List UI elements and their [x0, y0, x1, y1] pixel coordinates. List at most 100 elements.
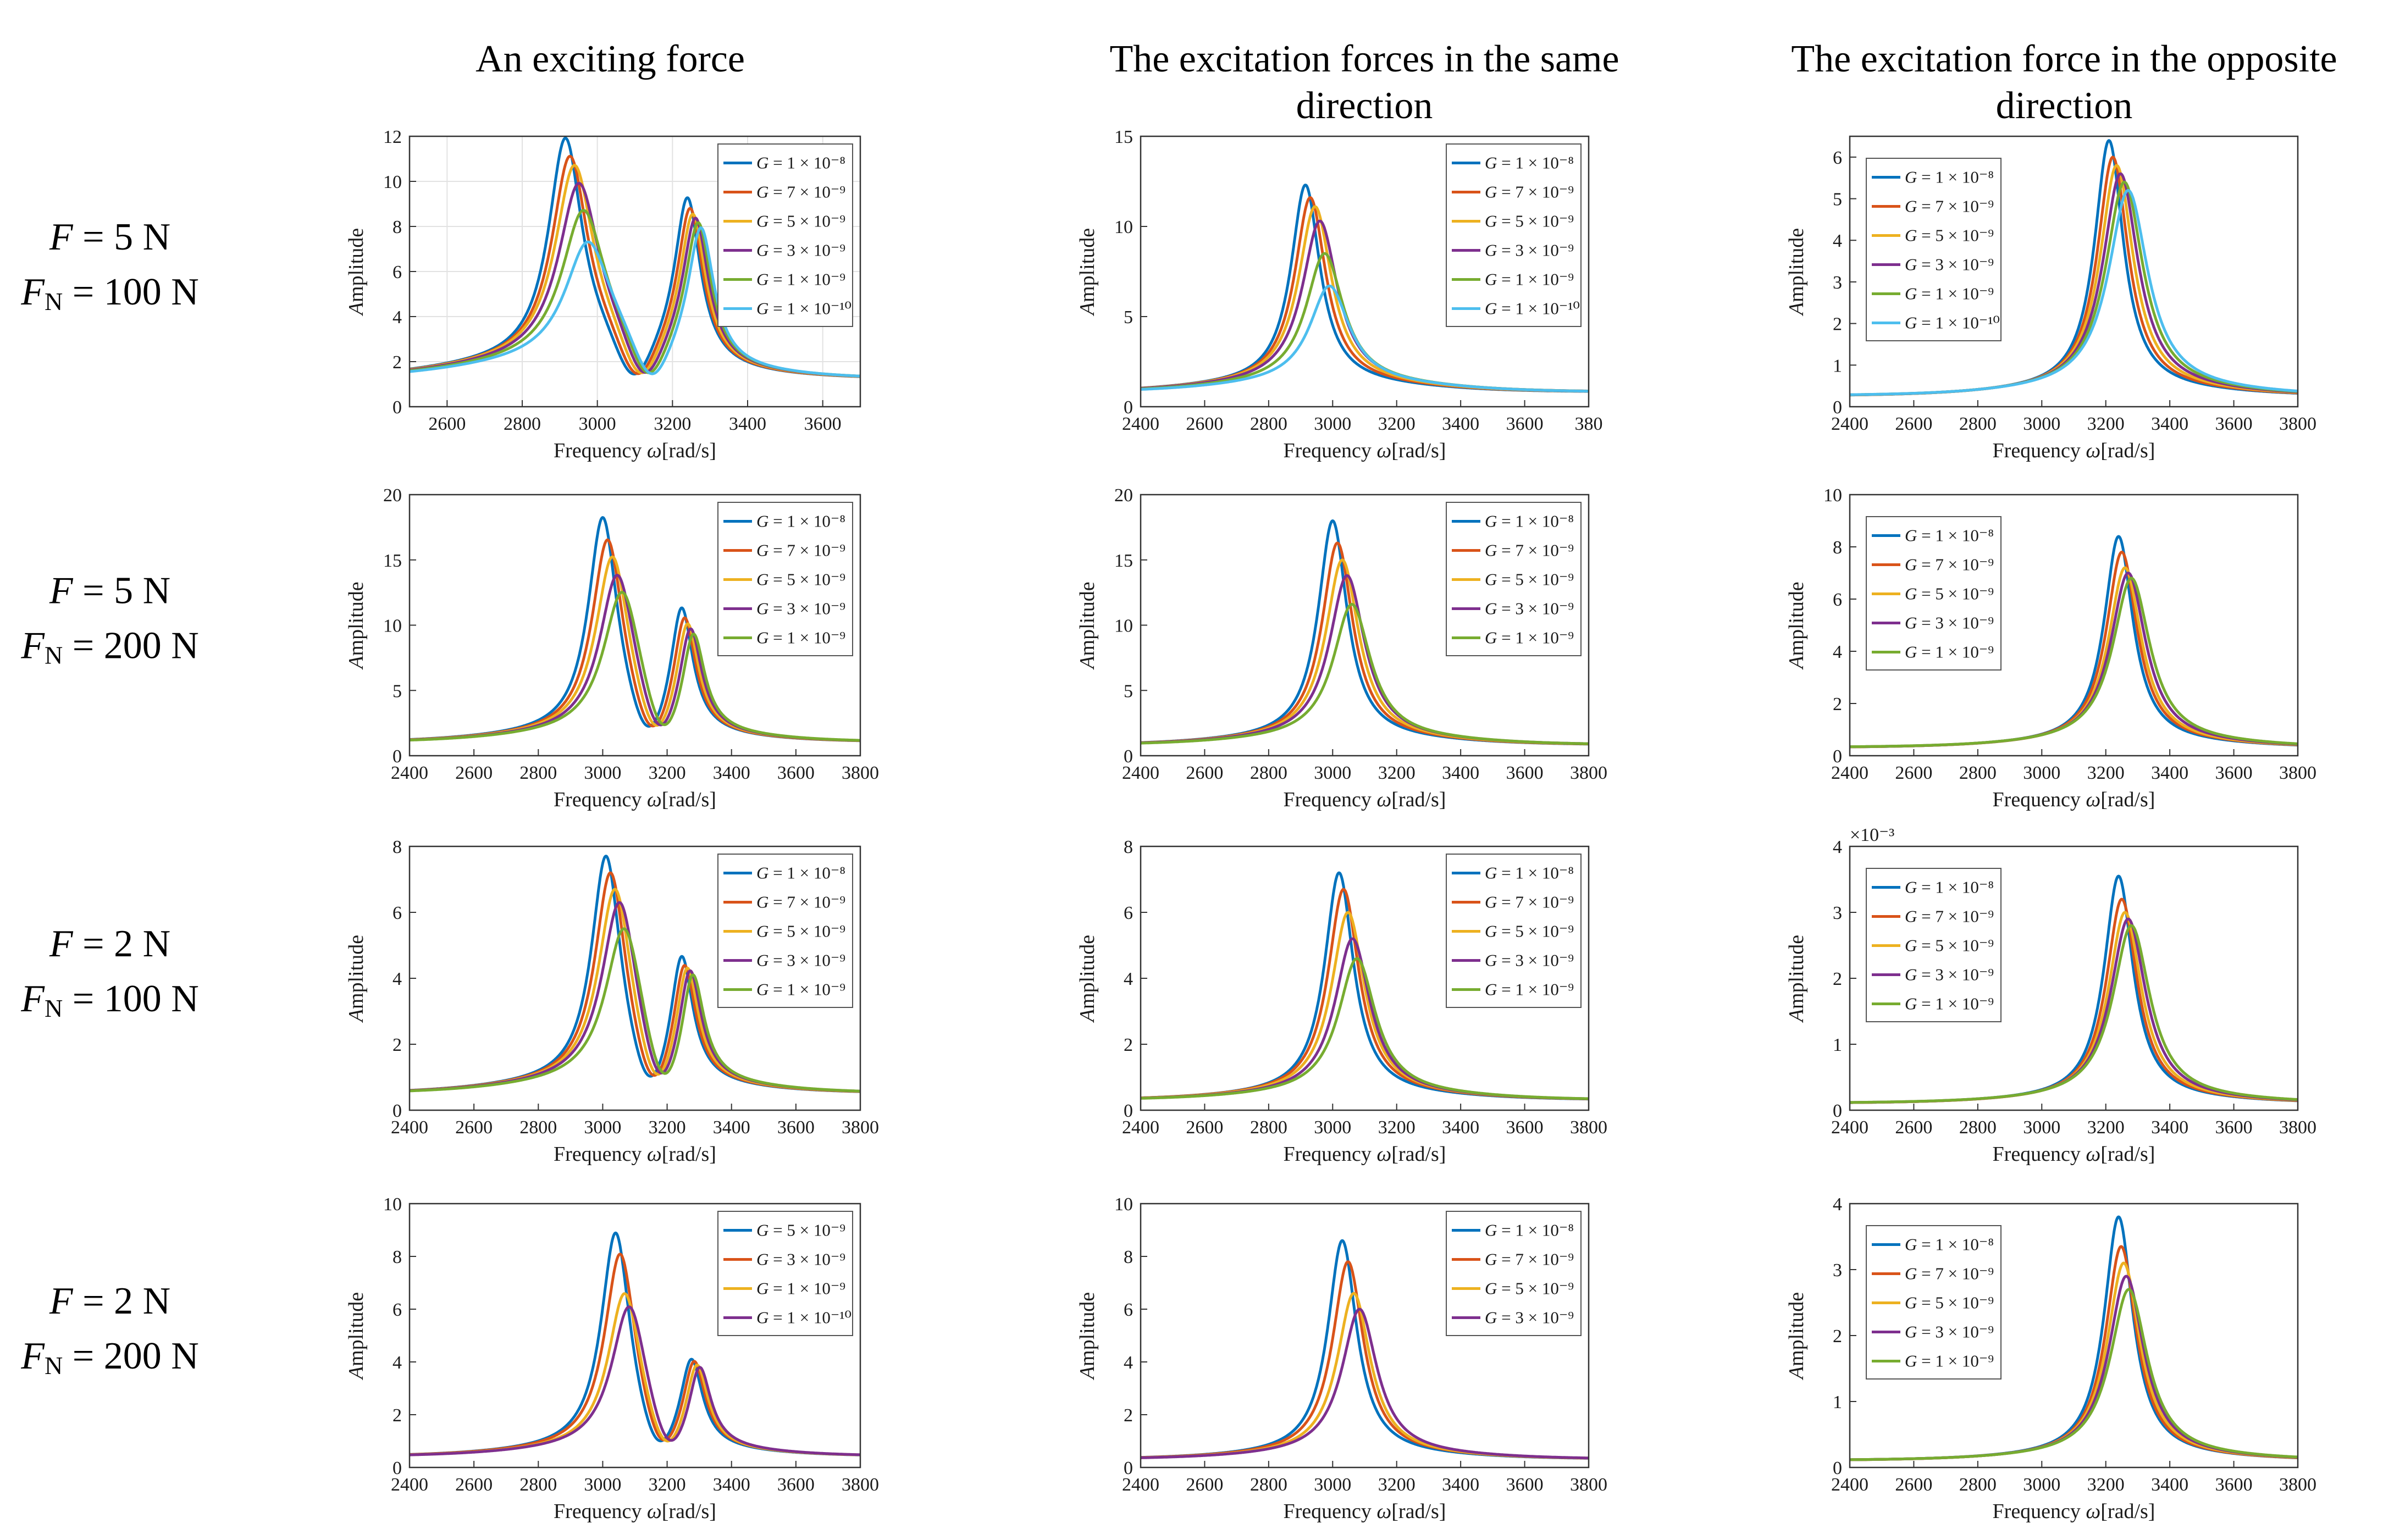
y-tick-label: 10: [383, 1194, 402, 1215]
x-tick-label: 2600: [1186, 763, 1223, 783]
legend-box: [717, 143, 853, 327]
y-tick-label: 5: [392, 681, 402, 701]
y-axis-label: Amplitude: [1785, 228, 1808, 317]
legend-label-G3e9: G = 3 × 10⁻⁹: [1485, 599, 1574, 618]
x-tick-label: 3200: [654, 414, 691, 434]
chart-r4c2: 2400 2600 2800 3000 3200 3400 3600 3800 0 2 4 6 8 10 F…: [1076, 1194, 1607, 1523]
y-tick-label: 0: [392, 1458, 402, 1478]
legend-label-G3e9: G = 3 × 10⁻⁹: [1485, 1308, 1574, 1327]
x-tick-label: 3400: [2151, 1117, 2188, 1138]
x-tick-label: 2600: [455, 763, 493, 783]
x-tick-label: 2400: [1831, 763, 1868, 783]
y-tick-label: 5: [1124, 681, 1133, 701]
chart-r3c3: 2400 2600 2800 3000 3200 3400 3600 3800 0 1 2 3 4 ×10…: [1785, 825, 2316, 1166]
x-tick-label: 3600: [777, 1117, 815, 1138]
legend-label-G1e9: G = 1 × 10⁻⁹: [1905, 1351, 1994, 1371]
y-tick-label: 0: [392, 746, 402, 767]
legend-label-G1e10: G = 1 × 10⁻¹⁰: [756, 1308, 852, 1327]
series-line-G1e10: [1140, 284, 1590, 393]
x-axis-label: Frequency ω[rad/s]: [554, 1143, 716, 1166]
row-labels: F = 5 N FN = 100 N F = 5 N FN = 200 N F = 2 …: [20, 216, 199, 1380]
legend-label-G1e8: G = 1 × 10⁻⁸: [756, 512, 845, 531]
x-tick-label: 3000: [584, 1117, 621, 1138]
x-tick-label: 3400: [1442, 1117, 1479, 1138]
legend-box: [1866, 158, 2002, 341]
x-tick-label: 3200: [1378, 1117, 1416, 1138]
x-tick-label: 3200: [2087, 763, 2125, 783]
legend-label-G1e8: G = 1 × 10⁻⁸: [1485, 153, 1574, 173]
x-tick-label: 3000: [2023, 1475, 2060, 1495]
chart-r2c3: 2400 2600 2800 3000 3200 3400 3600 3800 0 2 4 6 8 10 F…: [1785, 485, 2316, 811]
y-exponent: ×10⁻³: [1850, 825, 1894, 845]
y-tick-label: 2: [1833, 1326, 1842, 1347]
axes-box: [1140, 135, 1590, 408]
row-label-f: F = 2 N: [49, 923, 170, 965]
x-tick-label: 3800: [1570, 1117, 1607, 1138]
y-tick-label: 0: [1833, 397, 1842, 418]
legend-label-G5e9: G = 5 × 10⁻⁹: [1905, 226, 1994, 245]
x-tick-label: 3400: [2151, 1475, 2188, 1495]
series-line-G1e10: [408, 226, 861, 378]
legend-label-G1e9: G = 1 × 10⁻⁹: [1905, 642, 1994, 662]
legend-label-G1e8: G = 1 × 10⁻⁸: [1485, 1221, 1574, 1240]
y-tick-label: 2: [392, 352, 402, 373]
series-line-G3e9: [1140, 1308, 1590, 1460]
x-tick-label: 2400: [1831, 414, 1868, 434]
x-axis-label: Frequency ω[rad/s]: [1284, 788, 1446, 811]
x-tick-label: 2400: [391, 1117, 428, 1138]
y-axis-label: Amplitude: [345, 1292, 368, 1381]
legend-label-G5e9: G = 5 × 10⁻⁹: [1485, 570, 1574, 589]
series-line-G1e9: [408, 927, 861, 1093]
x-tick-label: 2600: [1895, 1117, 1932, 1138]
y-tick-label: 0: [1833, 1101, 1842, 1121]
column-title-3: direction: [1996, 85, 2133, 127]
x-tick-label: 3600: [1506, 414, 1544, 434]
y-tick-label: 0: [1124, 397, 1133, 418]
x-tick-label: 2400: [1831, 1117, 1868, 1138]
x-tick-label: 3600: [2215, 1117, 2253, 1138]
x-tick-label: 3000: [584, 1475, 621, 1495]
x-axis-label: Frequency ω[rad/s]: [1284, 1500, 1446, 1523]
row-label-fn: FN = 100 N: [20, 271, 199, 315]
x-tick-label: 2600: [1186, 1117, 1223, 1138]
legend-label-G7e9: G = 7 × 10⁻⁹: [1485, 893, 1574, 912]
y-tick-label: 0: [1124, 1458, 1133, 1478]
x-tick-label: 2800: [1959, 1117, 1997, 1138]
legend-label-G5e9: G = 5 × 10⁻⁹: [756, 212, 845, 231]
x-tick-label: 3800: [1570, 1475, 1607, 1495]
chart-r4c1: 2400 2600 2800 3000 3200 3400 3600 3800 0 2 4 6 8 10 F…: [345, 1194, 879, 1523]
legend-label-G5e9: G = 5 × 10⁻⁹: [756, 570, 845, 589]
x-tick-label: 2600: [1895, 414, 1932, 434]
y-axis-label: Amplitude: [1785, 1292, 1808, 1381]
x-axis-label: Frequency ω[rad/s]: [554, 1500, 716, 1523]
y-tick-label: 3: [1833, 1260, 1842, 1281]
y-axis-label: Amplitude: [1785, 581, 1808, 670]
x-tick-label: 3000: [2023, 763, 2060, 783]
x-axis-label: Frequency ω[rad/s]: [554, 439, 716, 462]
y-tick-label: 2: [392, 1035, 402, 1055]
legend-label-G1e9: G = 1 × 10⁻⁹: [756, 270, 845, 289]
x-tick-label: 3600: [1506, 1117, 1544, 1138]
y-axis-label: Amplitude: [1785, 935, 1808, 1023]
y-tick-label: 4: [392, 307, 402, 328]
legend-label-G5e9: G = 5 × 10⁻⁹: [756, 922, 845, 941]
legend-label-G7e9: G = 7 × 10⁻⁹: [1905, 907, 1994, 926]
y-tick-label: 6: [392, 1300, 402, 1320]
y-tick-label: 4: [1833, 642, 1842, 662]
legend: G = 1 × 10⁻⁸ G = 7 × 10⁻⁹ G = 5 × 10⁻⁹ G = …: [1446, 143, 1582, 327]
x-axis-label: Frequency ω[rad/s]: [1993, 788, 2155, 811]
legend-label-G5e9: G = 5 × 10⁻⁹: [1905, 1293, 1994, 1312]
chart-r1c2: 2400 2600 2800 3000 3200 3400 3600 380051015Fre…: [1076, 127, 1603, 462]
x-axis-label: Frequency ω[rad/s]: [554, 788, 716, 811]
chart-r2c2: 2400 2600 2800 3000 3200 3400 3600 3800 0 5 10 15 20…: [1076, 485, 1607, 811]
chart-r1c3: 2400 2600 2800 3000 3200 3400 3600 3800 0 1 2 3 4 5 6 F…: [1785, 135, 2316, 462]
y-tick-label: 10: [1114, 616, 1133, 636]
row-label-f: F = 2 N: [49, 1280, 170, 1322]
x-tick-label: 2800: [1250, 1117, 1287, 1138]
x-tick-label: 3200: [1378, 763, 1416, 783]
x-tick-label: 2400: [1122, 414, 1159, 434]
legend-label-G3e9: G = 3 × 10⁻⁹: [1905, 613, 1994, 633]
legend-label-G7e9: G = 7 × 10⁻⁹: [1905, 1264, 1994, 1283]
y-tick-label: 0: [1833, 746, 1842, 767]
chart-r4c3: 2400 2600 2800 3000 3200 3400 3600 3800 0 1 2 3 4 Fre…: [1785, 1194, 2316, 1523]
